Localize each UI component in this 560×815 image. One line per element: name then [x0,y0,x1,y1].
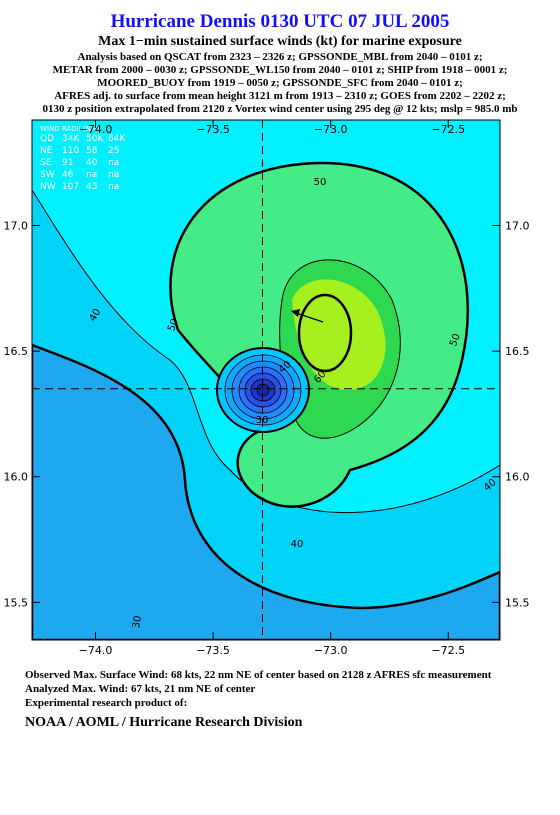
radii-header: 34K [62,134,80,144]
radii-cell: 110 [62,146,79,156]
contour-label: 50 [448,332,463,348]
radii-cell: na [108,170,119,180]
y-tick-label: 17.0 [505,220,530,233]
radii-cell: NW [40,182,56,192]
footer-note: Experimental research product of: [25,697,187,709]
arrow-head [291,309,300,317]
analysis-note: MOORED_BUOY from 1919 – 0050 z; GPSSONDE… [97,77,463,89]
footer-note: Observed Max. Surface Wind: 68 kts, 22 n… [25,669,492,681]
contour-label: 30 [131,615,144,629]
motion-arrow [295,312,324,323]
x-tick-label: −73.5 [196,644,230,657]
chart-subtitle: Max 1−min sustained surface winds (kt) f… [98,34,462,49]
radii-cell: 58 [86,146,98,156]
radii-cell: 91 [62,158,73,168]
radii-cell: 25 [108,146,119,156]
radii-cell: 107 [62,182,79,192]
radii-cell: na [108,182,119,192]
contour-label: 30 [256,415,269,426]
contour-label: 40 [291,539,304,550]
y-tick-label: 17.0 [4,220,29,233]
x-tick-label: −74.0 [79,123,113,136]
y-tick-label: 15.5 [4,596,29,609]
analysis-note: Analysis based on QSCAT from 2323 – 2326… [78,51,483,63]
y-tick-label: 15.5 [505,596,530,609]
radii-header: QD [40,134,54,144]
contour-region [292,279,386,391]
radii-header: 50K [86,134,104,144]
radii-cell: NE [40,146,53,156]
x-tick-label: −73.0 [314,123,348,136]
radii-cell: 40 [86,158,98,168]
x-tick-label: −72.5 [431,644,465,657]
radii-header: 64K [108,134,126,144]
y-tick-label: 16.5 [505,345,530,358]
y-tick-label: 16.0 [4,471,29,484]
analysis-note: AFRES adj. to surface from mean height 3… [54,90,506,102]
contour-label: 50 [166,317,181,333]
contour-line [297,293,353,373]
radii-cell: 43 [86,182,97,192]
radii-title: WIND RADII (NM) [40,125,100,133]
analysis-note: 0130 z position extrapolated from 2120 z… [42,103,517,115]
radii-cell: na [86,170,97,180]
contour-region [32,343,500,640]
analysis-note: METAR from 2000 – 0030 z; GPSSONDE_WL150… [53,64,508,76]
radii-cell: SE [40,158,52,168]
credit: NOAA / AOML / Hurricane Research Divisio… [25,715,303,730]
chart-title: Hurricane Dennis 0130 UTC 07 JUL 2005 [111,11,450,32]
x-tick-label: −73.0 [314,644,348,657]
x-tick-label: −74.0 [79,644,113,657]
footer-note: Analyzed Max. Wind: 67 kts, 21 nm NE of … [25,683,255,695]
core-ring [256,383,270,397]
y-tick-label: 16.0 [505,471,530,484]
radii-cell: SW [40,170,55,180]
overlay [291,309,324,323]
radii-cell: 46 [62,170,74,180]
x-tick-label: −72.5 [431,123,465,136]
x-tick-label: −73.5 [196,123,230,136]
contour-label: 50 [314,177,327,188]
plot-frame [31,119,501,641]
radii-cell: na [108,158,119,168]
y-tick-label: 16.5 [4,345,29,358]
